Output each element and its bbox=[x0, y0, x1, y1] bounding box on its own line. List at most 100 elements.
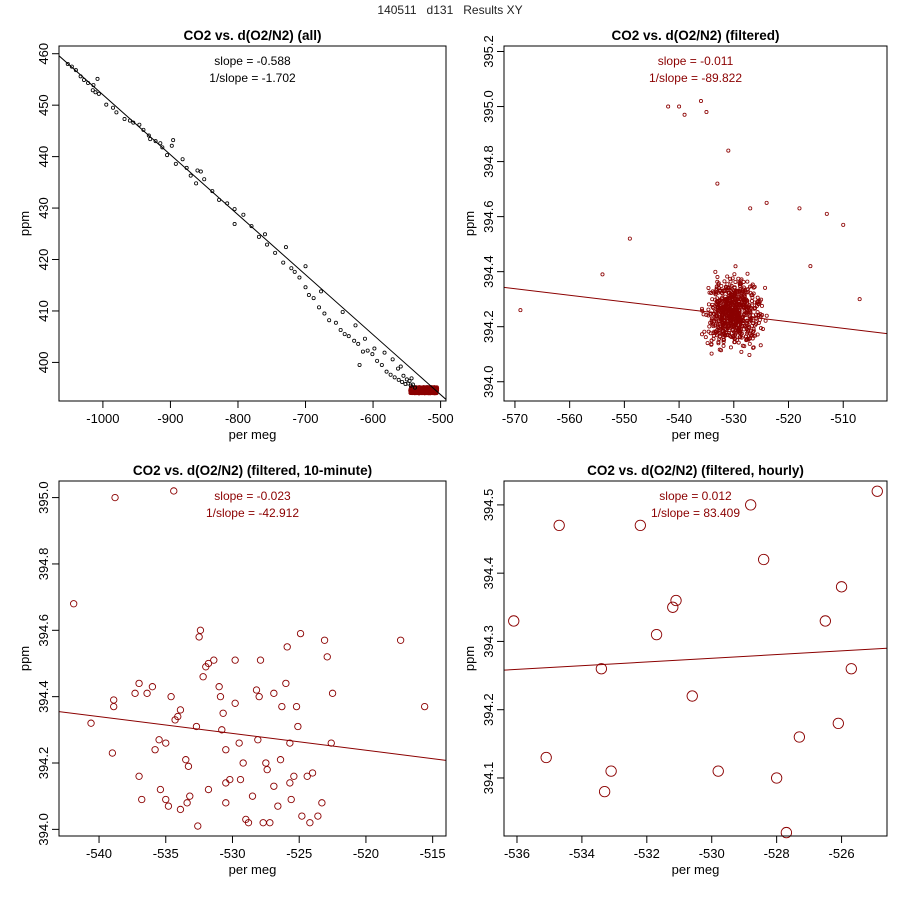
y-tick-label: 450 bbox=[36, 94, 51, 116]
plot-frame bbox=[58, 480, 447, 837]
y-tick-label: 395.0 bbox=[481, 90, 496, 123]
cluster-point bbox=[722, 337, 727, 342]
cluster-point bbox=[720, 291, 725, 296]
data-point bbox=[306, 819, 314, 827]
cluster-point bbox=[423, 390, 428, 395]
cluster-point bbox=[721, 314, 726, 319]
data-point bbox=[340, 309, 345, 314]
data-point bbox=[186, 792, 194, 800]
data-point bbox=[231, 699, 239, 707]
data-point bbox=[114, 110, 119, 115]
cluster-point bbox=[709, 316, 714, 321]
cluster-point bbox=[700, 332, 705, 337]
cluster-point bbox=[716, 340, 721, 345]
y-tick-label: 394.6 bbox=[36, 614, 51, 647]
cluster-point bbox=[739, 277, 744, 282]
x-tick-label: -515 bbox=[420, 846, 446, 861]
x-tick-label: -520 bbox=[353, 846, 379, 861]
cluster-point bbox=[739, 331, 744, 336]
cluster-point bbox=[730, 276, 735, 281]
data-point bbox=[174, 712, 182, 721]
data-point bbox=[232, 222, 237, 227]
cluster-point bbox=[744, 290, 749, 295]
data-point bbox=[396, 377, 401, 382]
cluster-point bbox=[733, 289, 738, 294]
data-point bbox=[248, 792, 257, 800]
cluster-point bbox=[734, 301, 739, 306]
data-point bbox=[360, 349, 365, 354]
x-tick-label: -500 bbox=[428, 411, 454, 426]
data-point bbox=[370, 352, 375, 357]
data-point bbox=[167, 693, 175, 701]
data-point bbox=[412, 385, 417, 390]
x-axis-label: per meg bbox=[672, 862, 720, 877]
x-axis-label: per meg bbox=[229, 862, 277, 877]
data-point bbox=[93, 90, 98, 95]
data-point bbox=[670, 594, 682, 607]
cluster-point bbox=[709, 342, 714, 347]
data-point bbox=[308, 769, 317, 777]
x-tick-label: -530 bbox=[721, 411, 747, 426]
cluster-point bbox=[714, 284, 719, 289]
data-point bbox=[204, 659, 213, 668]
cluster-point bbox=[751, 291, 756, 296]
data-point bbox=[303, 772, 311, 780]
data-point bbox=[244, 819, 253, 827]
data-point bbox=[263, 765, 271, 774]
data-point bbox=[87, 719, 95, 727]
cluster-point bbox=[715, 296, 720, 301]
data-point bbox=[748, 206, 753, 211]
cluster-point bbox=[751, 333, 756, 338]
cluster-point bbox=[715, 313, 720, 318]
cluster-point bbox=[737, 335, 742, 340]
cluster-point bbox=[699, 306, 704, 311]
cluster-point bbox=[740, 318, 745, 323]
data-point bbox=[384, 369, 389, 374]
cluster-point bbox=[733, 310, 738, 315]
cluster-point bbox=[742, 311, 747, 316]
cluster-point bbox=[733, 264, 738, 269]
data-point bbox=[273, 250, 278, 255]
y-tick-label: 430 bbox=[36, 197, 51, 219]
data-point bbox=[111, 493, 119, 502]
cluster-point bbox=[736, 323, 741, 328]
y-tick-label: 440 bbox=[36, 146, 51, 168]
data-point bbox=[151, 746, 159, 754]
cluster-point bbox=[747, 319, 752, 324]
cluster-point bbox=[728, 345, 733, 350]
cluster-point bbox=[719, 348, 724, 353]
data-point bbox=[797, 206, 802, 211]
data-point bbox=[323, 653, 331, 661]
data-point bbox=[137, 122, 142, 127]
chart-title: CO2 vs. d(O2/N2) (filtered, hourly) bbox=[587, 463, 804, 478]
data-point bbox=[249, 224, 254, 229]
data-point bbox=[182, 756, 190, 764]
data-point bbox=[270, 689, 278, 697]
data-point bbox=[235, 739, 243, 747]
data-point bbox=[297, 275, 302, 280]
slope-annotation: slope = -0.588 bbox=[214, 54, 291, 68]
chart-title: CO2 vs. d(O2/N2) (filtered) bbox=[611, 28, 779, 43]
data-point bbox=[518, 308, 523, 313]
y-tick-label: 394.2 bbox=[481, 310, 496, 343]
cluster-point bbox=[725, 326, 730, 331]
y-tick-label: 394.6 bbox=[481, 200, 496, 233]
data-point bbox=[282, 679, 290, 688]
y-tick-label: 394.8 bbox=[36, 548, 51, 581]
slope-annotation: slope = -0.011 bbox=[658, 54, 734, 68]
data-point bbox=[764, 200, 769, 205]
data-point bbox=[770, 772, 783, 784]
y-tick-label: 394.0 bbox=[36, 813, 51, 846]
data-point bbox=[278, 702, 286, 711]
data-point bbox=[135, 679, 143, 688]
data-point bbox=[841, 222, 846, 227]
cluster-point bbox=[735, 295, 740, 300]
cluster-point bbox=[734, 304, 739, 309]
data-point bbox=[153, 139, 158, 144]
cluster-point bbox=[719, 316, 724, 321]
x-axis-label: per meg bbox=[229, 427, 277, 442]
cluster-point bbox=[716, 319, 721, 324]
cluster-point bbox=[708, 331, 713, 336]
data-point bbox=[375, 358, 380, 363]
